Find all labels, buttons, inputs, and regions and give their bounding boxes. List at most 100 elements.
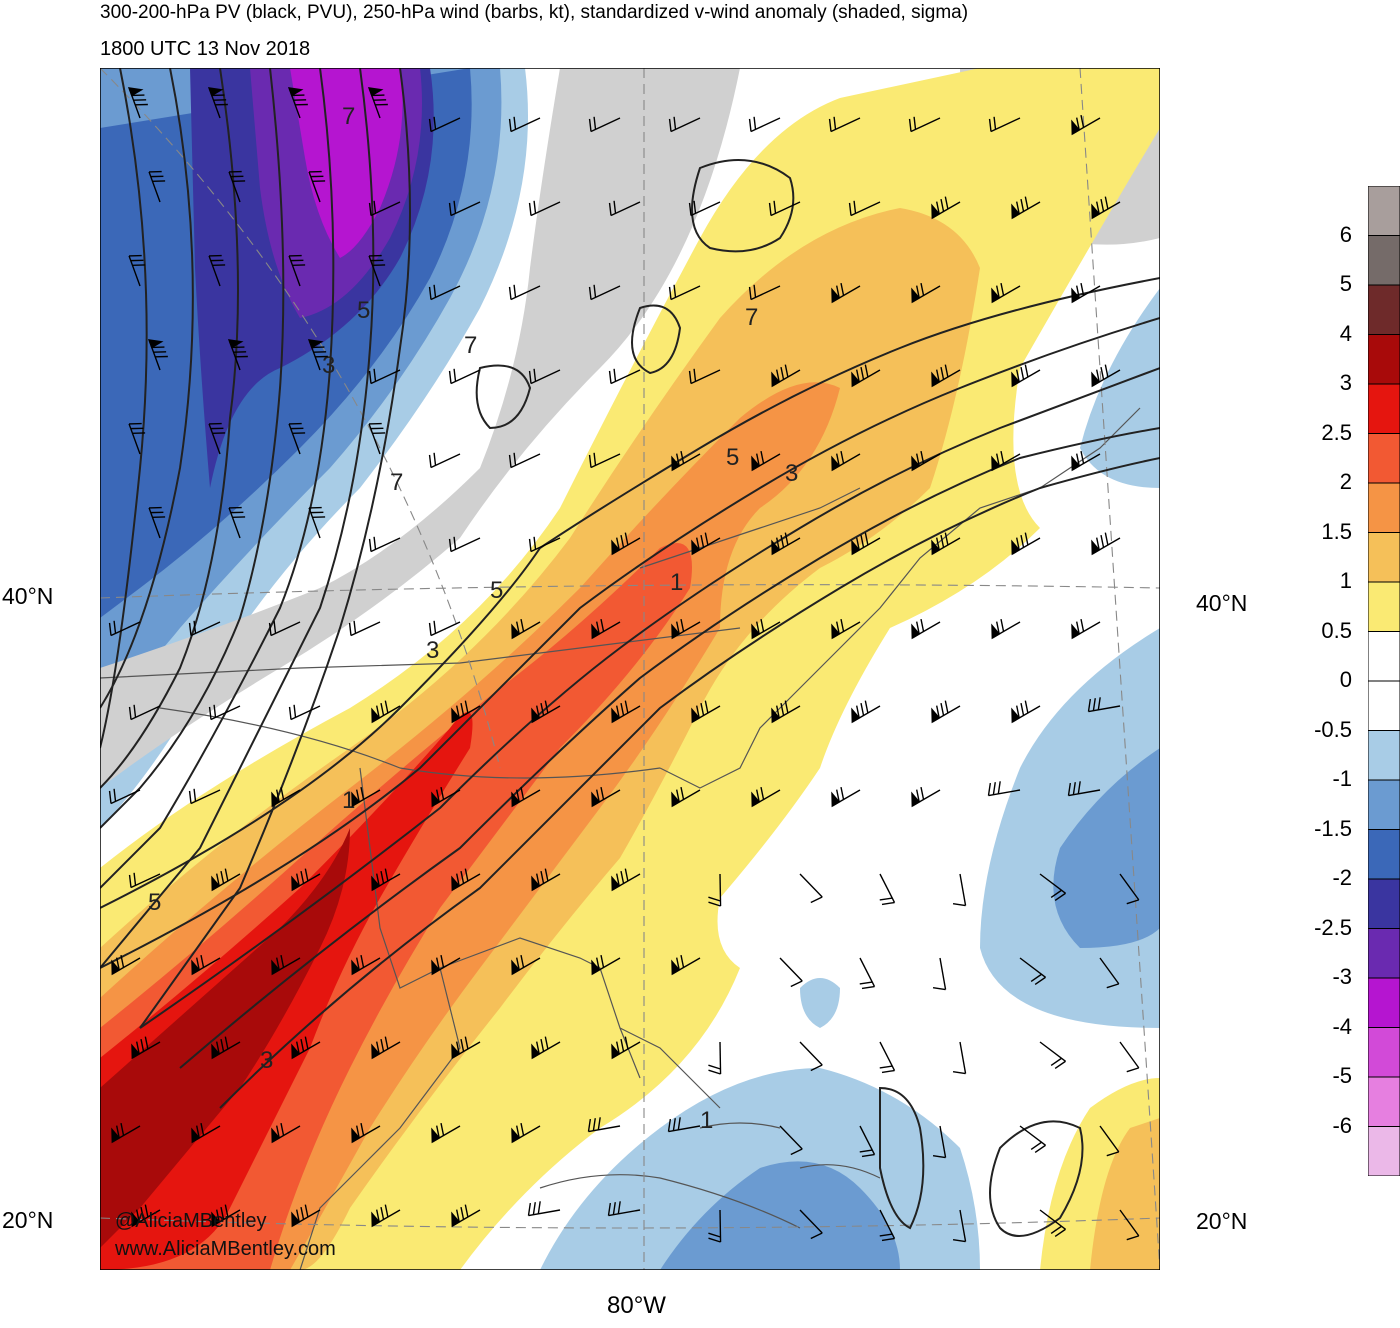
wind-barb (1091, 532, 1121, 556)
pv-contour-label: 7 (464, 332, 477, 359)
wind-barb (368, 422, 386, 455)
wind-barb (799, 1041, 823, 1072)
wind-barb (991, 282, 1021, 304)
wind-barb (688, 368, 721, 385)
pv-contour-label: 3 (322, 352, 335, 379)
wind-barb (771, 532, 801, 556)
wind-barb (859, 1125, 876, 1158)
wind-barb (1119, 1041, 1140, 1073)
wind-barb (208, 254, 226, 287)
wind-barb (288, 254, 306, 287)
wind-barb (708, 1041, 722, 1075)
colorbar-swatch (1368, 482, 1400, 533)
colorbar-label: -6 (1332, 1112, 1352, 1138)
wind-barb (708, 873, 722, 907)
wind-barb (428, 116, 461, 133)
wind-barb (227, 339, 248, 371)
wind-barb (931, 196, 961, 220)
colorbar-label: -4 (1332, 1013, 1352, 1039)
wind-barb (588, 452, 621, 469)
colorbar-swatch (1368, 532, 1400, 583)
wind-barb (128, 254, 146, 287)
wind-barb (768, 200, 801, 217)
wind-barb (691, 532, 721, 556)
colorbar-swatch (1368, 878, 1400, 929)
wind-barb (831, 282, 861, 304)
wind-barb (671, 618, 701, 640)
wind-barb (748, 116, 781, 133)
wind-barb (111, 1122, 141, 1144)
shading-layer (100, 68, 1160, 1270)
pv-contour-label: 1 (670, 569, 683, 596)
wind-barb (511, 954, 541, 976)
wind-barb (688, 200, 721, 217)
wind-barb (1067, 781, 1101, 797)
colorbar-label: -2.5 (1314, 914, 1352, 940)
wind-barb (528, 368, 561, 385)
wind-barb (131, 1036, 161, 1060)
colorbar-label: -3 (1332, 964, 1352, 989)
wind-barb (708, 1209, 722, 1243)
wind-barb (1119, 1209, 1140, 1241)
wind-barb (451, 700, 481, 724)
pv-contour-label: 5 (726, 444, 739, 471)
graticule (100, 68, 1160, 1270)
wind-barb (451, 868, 481, 892)
wind-barb (451, 1204, 481, 1228)
wind-barb (671, 450, 701, 472)
wind-barb (1091, 196, 1121, 220)
wind-barb (931, 532, 961, 556)
wind-barb (291, 1036, 321, 1060)
wind-barb (127, 87, 148, 119)
colorbar-label: 0 (1339, 667, 1352, 692)
colorbar-label: 3 (1339, 370, 1352, 395)
colorbar-label: 0.5 (1321, 617, 1352, 643)
wind-barb (527, 1201, 561, 1217)
wind-barb (371, 1036, 401, 1060)
wind-barb (1071, 114, 1101, 136)
wind-barb (1071, 282, 1101, 304)
wind-barb (911, 618, 941, 640)
wind-barb (428, 284, 461, 301)
wind-barb (288, 704, 321, 721)
wind-barb (931, 700, 961, 724)
colorbar-swatch (1368, 1126, 1400, 1176)
pv-contour-label: 3 (426, 637, 439, 664)
wind-barb (611, 868, 641, 892)
wind-barb (879, 1209, 896, 1242)
wind-barb (911, 786, 941, 808)
wind-barb (271, 1122, 301, 1144)
wind-barb (668, 284, 701, 301)
wind-barb (591, 786, 621, 808)
wind-barb (348, 620, 381, 637)
lon-label-80w: 80°W (607, 1292, 666, 1319)
wind-barb (511, 1122, 541, 1144)
colorbar-swatch (1368, 581, 1400, 632)
wind-barb (751, 450, 781, 472)
wind-barb (188, 620, 221, 637)
wind-barb (991, 450, 1021, 472)
wind-barb (831, 450, 861, 472)
colorbar-swatch (1368, 928, 1400, 979)
wind-barb (271, 786, 301, 808)
wind-barb (511, 786, 541, 808)
colorbar-label: -1.5 (1314, 815, 1352, 841)
wind-barb (211, 1036, 241, 1060)
wind-barb (148, 170, 166, 203)
wind-barb (588, 116, 621, 133)
wind-barb (191, 954, 221, 976)
wind-barb (448, 536, 481, 553)
pv-contour-label: 3 (260, 1047, 273, 1074)
colorbar-label: 1 (1339, 568, 1352, 593)
wind-barb (608, 200, 641, 217)
wind-barb (779, 1125, 803, 1156)
wind-barb (851, 700, 881, 724)
colorbar-label: 5 (1339, 271, 1352, 296)
colorbar-label: -2 (1332, 865, 1352, 890)
wind-barb (1039, 1209, 1066, 1238)
wind-barb (908, 116, 941, 133)
wind-barb (988, 116, 1021, 133)
wind-barb (128, 422, 146, 455)
wind-barb (508, 452, 541, 469)
wind-barb (828, 116, 861, 133)
